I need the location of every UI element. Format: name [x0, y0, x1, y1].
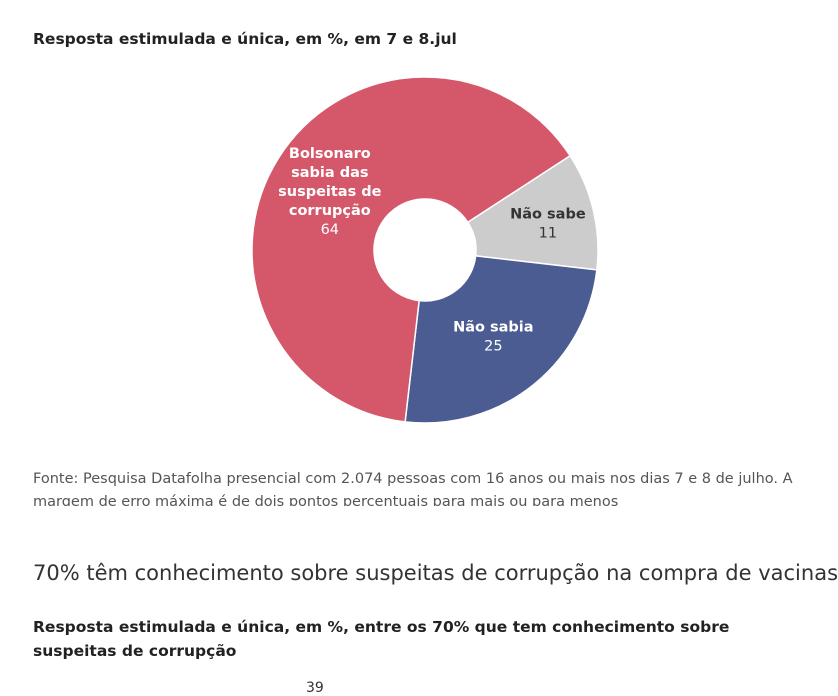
chart-subtitle: Resposta estimulada e única, em %, em 7 …	[33, 30, 457, 48]
section-headline: 70% têm conhecimento sobre suspeitas de …	[33, 561, 838, 585]
donut-chart: Não sabe 11 Não sabia 25 Bolsonaro sabia das s…	[0, 60, 838, 450]
slice-value-3: 64	[321, 222, 339, 238]
slice-value-2: 25	[484, 339, 502, 355]
source-note: Fonte: Pesquisa Datafolha presencial com…	[33, 468, 793, 506]
next-chart-value-label: 39	[306, 680, 324, 696]
slice-value-1: 11	[539, 226, 557, 242]
second-chart-subtitle: Resposta estimulada e única, em %, entre…	[33, 615, 793, 663]
